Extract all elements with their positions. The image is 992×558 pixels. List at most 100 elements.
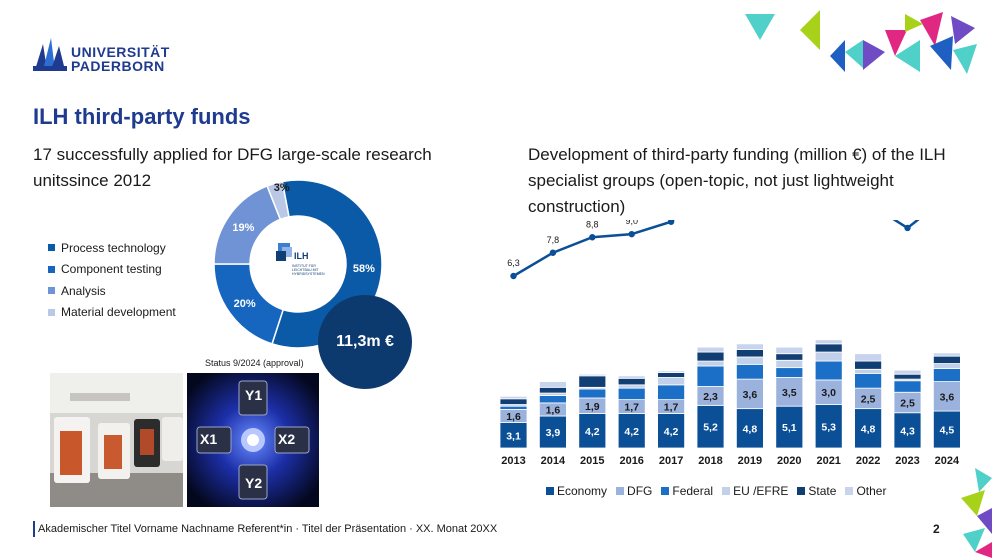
x-tick-label: 2013: [501, 455, 525, 467]
bar-segment: [499, 422, 528, 449]
legend-swatch-icon: [797, 487, 806, 495]
bar-segment: [578, 388, 607, 399]
line-point: [589, 234, 596, 241]
footer-accent-bar: [33, 521, 35, 537]
bar-segment: [775, 405, 804, 449]
total-line: [512, 220, 920, 278]
bar-segment: [814, 379, 843, 405]
bar-segment: [814, 351, 843, 362]
x-tick-label: 2019: [738, 455, 762, 467]
line-value-label: 7,8: [547, 235, 560, 245]
bar-value-label: 1,7: [624, 402, 639, 414]
bar-legend-item: EU /EFRE: [722, 484, 788, 498]
bar-value-label: 4,2: [624, 426, 639, 438]
ilh-logo-icon: ILH: [276, 243, 309, 261]
bar-segment: [814, 339, 843, 345]
line-point: [904, 224, 911, 232]
bar-segment: [893, 373, 922, 380]
bar-segment: [657, 370, 686, 373]
x-tick-label: 2022: [856, 455, 880, 467]
bar-value-label: 3,9: [546, 427, 561, 439]
bar-segment: [578, 375, 607, 388]
bar-value-label: 4,8: [861, 423, 876, 435]
bar-legend-label: DFG: [627, 484, 653, 498]
ilh-logo-name: ILH: [294, 251, 309, 261]
bar-segment: [893, 412, 922, 449]
bar-value-label: 1,7: [664, 402, 679, 414]
donut-legend: Process technology Component testing Ana…: [48, 237, 176, 323]
legend-swatch-icon: [661, 487, 670, 495]
x-tick-label: 2024: [935, 455, 960, 467]
logo-line-2: PADERBORN: [71, 58, 165, 74]
bar-segment: [696, 360, 725, 367]
decorative-triangles-top: [745, 10, 977, 74]
bar-segment: [893, 369, 922, 375]
bar-value-label: 3,1: [506, 430, 521, 442]
bar-segment: [696, 365, 725, 387]
bar-segment: [735, 363, 764, 380]
bar-segment: [578, 413, 607, 449]
bar-legend-item: Federal: [661, 484, 713, 498]
bar-segment: [539, 381, 567, 388]
bar-segment: [932, 352, 961, 357]
bar-value-label: 2,5: [900, 397, 915, 409]
x-tick-label: 2016: [619, 455, 643, 467]
bar-segment: [854, 353, 883, 362]
donut-slice-label: 19%: [232, 222, 254, 234]
bar-segment: [578, 373, 607, 377]
bar-segment: [932, 410, 961, 449]
line-point: [510, 272, 517, 280]
university-logo-icon: [33, 38, 67, 71]
line-point: [549, 249, 557, 256]
bar-segment: [617, 387, 646, 401]
bar-segment: [696, 404, 725, 449]
donut-hole: [251, 217, 345, 311]
bar-value-label: 3,6: [743, 389, 758, 401]
bar-value-label: 2,3: [703, 391, 718, 403]
bar-legend-label: State: [808, 484, 837, 498]
x-tick-label: 2020: [777, 455, 801, 467]
bar-value-label: 4,8: [743, 423, 758, 435]
bar-legend-item: State: [797, 484, 836, 498]
bar-segment: [854, 372, 883, 389]
funding-chart: 3,1 1,6 2013 3,9 1,6 2014 4,2 1,9 2015 4,2 1,7 2016…: [499, 220, 961, 467]
x-tick-label: 2017: [659, 455, 683, 467]
legend-swatch-icon: [616, 487, 625, 495]
bar-segment: [854, 360, 883, 370]
bar-segment: [657, 372, 686, 378]
bar-legend-label: Economy: [557, 484, 608, 498]
bar-value-label: 4,2: [664, 426, 679, 438]
page-number: 2: [933, 522, 940, 536]
ilh-logo: ILH: [270, 237, 326, 293]
x-tick-label: 2023: [895, 455, 919, 467]
bar-value-label: 3,5: [782, 387, 797, 399]
fixture-label-x2: X2: [278, 431, 296, 447]
fixture-label-y1: Y1: [245, 387, 263, 403]
total-funds-badge: 11,3m €: [318, 295, 412, 389]
donut-legend-label: Process technology: [61, 240, 166, 255]
bar-segment: [854, 408, 883, 449]
bar-segment: [735, 408, 764, 449]
bar-segment: [539, 395, 567, 404]
bar-value-label: 3,6: [940, 391, 955, 403]
bar-segment: [617, 384, 646, 389]
donut-legend-item: Analysis: [48, 280, 176, 302]
bar-segment: [775, 359, 804, 369]
status-note: Status 9/2024 (approval): [205, 358, 304, 368]
bar-segment: [657, 384, 686, 401]
bar-segment: [657, 377, 686, 386]
bar-value-label: 5,2: [703, 422, 718, 434]
photo-test-fixture-image: [187, 373, 319, 507]
ilh-logo-subtitle: INSTITUT FÜR LEICHTBAU MIT HYBRIDSYSTEME…: [292, 264, 325, 276]
donut-slice: [266, 180, 290, 221]
x-tick-label: 2014: [541, 455, 566, 467]
x-tick-label: 2021: [816, 455, 840, 467]
bar-segment: [499, 395, 528, 400]
bar-value-label: 4,5: [940, 425, 955, 437]
bar-segment: [893, 380, 922, 393]
donut-slice-label: 20%: [234, 298, 256, 310]
bar-segment: [617, 413, 646, 449]
bar-value-label: 2,5: [861, 393, 876, 405]
x-tick-label: 2018: [698, 455, 722, 467]
donut-legend-label: Analysis: [61, 283, 106, 298]
